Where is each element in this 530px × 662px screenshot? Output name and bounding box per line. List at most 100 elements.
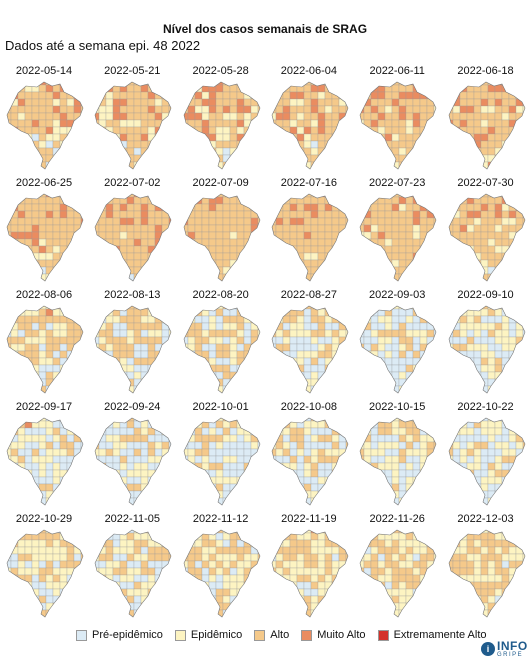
map-region xyxy=(106,609,114,617)
map-region xyxy=(310,224,319,233)
map-region xyxy=(113,161,121,169)
map-region xyxy=(275,567,284,576)
map-region xyxy=(155,371,163,380)
map-region xyxy=(113,224,121,233)
map-region xyxy=(80,105,83,114)
map-region xyxy=(282,476,291,485)
map-region xyxy=(271,266,277,275)
map-region xyxy=(480,329,488,338)
map-region xyxy=(289,168,298,169)
map-region xyxy=(371,420,379,429)
map-region xyxy=(73,343,82,352)
map-region xyxy=(127,364,135,373)
map-region xyxy=(371,154,379,163)
map-region xyxy=(452,273,460,281)
map-region xyxy=(522,392,525,393)
map-region xyxy=(371,217,379,226)
map-region xyxy=(187,490,195,499)
map-region xyxy=(289,427,298,436)
map-region xyxy=(413,392,421,393)
map-region xyxy=(194,357,202,366)
map-region xyxy=(487,371,495,380)
map-region xyxy=(473,280,481,281)
map-region xyxy=(73,567,82,576)
map-region xyxy=(169,504,172,505)
map-region xyxy=(99,133,107,142)
map-region xyxy=(187,588,195,597)
map-region xyxy=(275,194,284,198)
map-region xyxy=(127,315,135,324)
map-region xyxy=(257,252,260,261)
map-region xyxy=(99,273,107,281)
map-region xyxy=(452,530,460,534)
map-region xyxy=(80,504,83,505)
map-region xyxy=(59,266,68,275)
map-region xyxy=(127,462,135,471)
map-region xyxy=(371,567,379,576)
map-region xyxy=(201,280,209,281)
map-region xyxy=(31,231,40,240)
map-region xyxy=(215,427,223,436)
map-region xyxy=(364,532,372,541)
map-region xyxy=(162,371,170,380)
map-region xyxy=(448,420,453,429)
map-region xyxy=(17,217,26,226)
map-region xyxy=(480,308,488,317)
map-region xyxy=(473,504,481,505)
map-region xyxy=(80,588,83,597)
map-region xyxy=(95,133,100,142)
map-region xyxy=(222,546,230,555)
map-region xyxy=(229,385,237,393)
map-region xyxy=(282,609,291,617)
map-region xyxy=(45,306,54,310)
map-region xyxy=(310,553,319,562)
map-region xyxy=(522,448,525,457)
map-region xyxy=(275,266,284,275)
map-region xyxy=(480,343,488,352)
map-region xyxy=(275,441,284,450)
map-region xyxy=(371,315,379,324)
map-region xyxy=(310,539,319,548)
map-region xyxy=(303,315,312,324)
map-region xyxy=(80,329,83,338)
map-region xyxy=(364,231,372,240)
map-region xyxy=(473,462,481,471)
map-region xyxy=(66,168,75,169)
map-region xyxy=(345,119,348,128)
map-region xyxy=(24,231,33,240)
map-region xyxy=(229,210,237,219)
map-region xyxy=(187,252,195,261)
map-region xyxy=(250,112,258,121)
map-region xyxy=(7,532,12,541)
map-region xyxy=(215,441,223,450)
map-region xyxy=(392,350,400,359)
map-region xyxy=(99,329,107,338)
map-region xyxy=(31,105,40,114)
map-region xyxy=(24,82,33,86)
map-region xyxy=(229,273,237,281)
map-panel: 2022-05-28 xyxy=(177,60,265,172)
map-region xyxy=(420,194,428,198)
map-region xyxy=(243,126,251,135)
map-region xyxy=(148,112,156,121)
map-region xyxy=(324,154,333,163)
map-region xyxy=(148,126,156,135)
map-region xyxy=(480,82,488,86)
map-region xyxy=(508,385,516,393)
map-region xyxy=(317,308,326,317)
brazil-outline xyxy=(94,529,172,618)
map-region xyxy=(448,350,453,359)
map-region xyxy=(243,497,251,505)
map-region xyxy=(215,119,223,128)
map-region xyxy=(338,168,347,169)
map-region xyxy=(155,420,163,429)
map-region xyxy=(448,530,453,534)
map-region xyxy=(508,420,516,429)
map-region xyxy=(480,497,488,505)
map-region xyxy=(66,448,75,457)
map-region xyxy=(155,553,163,562)
map-region xyxy=(406,504,414,505)
map-region xyxy=(452,455,460,464)
map-region xyxy=(120,210,128,219)
map-region xyxy=(66,306,75,310)
